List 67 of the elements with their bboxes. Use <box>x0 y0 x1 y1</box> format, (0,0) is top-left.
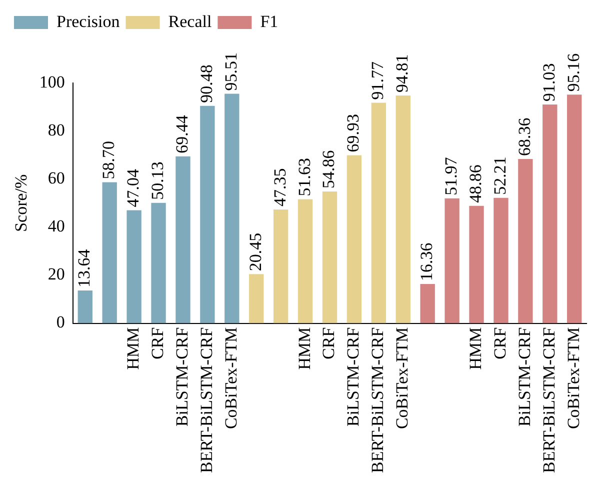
data-label: 90.48 <box>196 64 216 103</box>
legend-label: F1 <box>260 12 278 31</box>
x-tick-label: CoBiTex-FTM <box>564 327 583 430</box>
x-tick-label: CoBiTex-FTM <box>221 327 240 430</box>
x-tick-label: BERT-BiLSTM-CRF <box>539 327 558 474</box>
data-label: 50.13 <box>148 162 167 200</box>
y-tick-label: 40 <box>48 216 65 236</box>
data-label: 69.93 <box>344 114 363 152</box>
x-tick-label: BERT-BiLSTM-CRF <box>196 327 216 474</box>
x-tick-label: CoBiTex-FTM <box>392 327 412 430</box>
x-tick-label: CRF <box>319 327 338 360</box>
data-label: 20.45 <box>246 232 265 272</box>
bar <box>322 191 338 324</box>
bar <box>371 102 386 324</box>
bar <box>200 106 215 324</box>
bar <box>224 94 240 324</box>
bar <box>494 198 508 324</box>
x-tick-label: CRF <box>490 327 510 360</box>
y-tick-label: 60 <box>48 168 65 188</box>
x-tick-label: BERT-BiLSTM-CRF <box>368 327 388 474</box>
bar <box>444 198 460 324</box>
legend-label: Precision <box>56 12 120 31</box>
legend-label: Recall <box>168 12 212 31</box>
y-tick-label: 20 <box>48 264 65 284</box>
bar <box>396 95 410 324</box>
data-label: 95.16 <box>564 53 583 92</box>
bar <box>78 290 92 324</box>
bar <box>542 104 558 324</box>
bar <box>126 210 142 324</box>
data-label: 48.86 <box>466 164 485 203</box>
bar <box>420 284 435 324</box>
data-label: 51.97 <box>442 156 461 196</box>
data-label: 13.64 <box>74 248 94 288</box>
x-tick-label: CRF <box>148 327 167 360</box>
y-tick-label: 100 <box>39 72 65 92</box>
x-tick-label: BiLSTM-CRF <box>172 327 192 426</box>
data-label: 68.36 <box>514 118 534 156</box>
data-label: 91.03 <box>539 63 558 102</box>
data-label: 51.63 <box>294 158 314 196</box>
data-label: 47.04 <box>124 168 143 208</box>
data-label: 58.70 <box>99 140 118 180</box>
x-tick-label: HMM <box>124 327 143 370</box>
x-tick-label: BiLSTM-CRF <box>344 327 363 426</box>
data-label: 91.77 <box>368 61 388 100</box>
x-tick-label: HMM <box>466 327 485 370</box>
x-tick-label: HMM <box>294 327 314 370</box>
data-label: 52.21 <box>490 156 510 195</box>
data-label: 54.86 <box>319 150 338 188</box>
bar <box>518 159 533 324</box>
bar <box>567 94 582 324</box>
bar <box>298 199 313 324</box>
data-label: 95.51 <box>221 52 240 91</box>
bar <box>102 182 117 324</box>
bar <box>346 155 362 324</box>
y-axis-title: Score/% <box>12 174 31 232</box>
bar <box>151 202 166 324</box>
data-label: 47.35 <box>270 168 290 207</box>
data-label: 16.36 <box>417 242 436 281</box>
bar <box>176 156 190 324</box>
x-tick-label: BiLSTM-CRF <box>514 327 534 426</box>
y-tick-label: 0 <box>56 312 65 332</box>
y-tick-label: 80 <box>48 120 65 140</box>
bar <box>273 210 288 324</box>
bar <box>249 274 264 324</box>
data-label: 94.81 <box>392 54 412 92</box>
data-label: 69.44 <box>172 114 192 154</box>
bar <box>469 206 484 324</box>
